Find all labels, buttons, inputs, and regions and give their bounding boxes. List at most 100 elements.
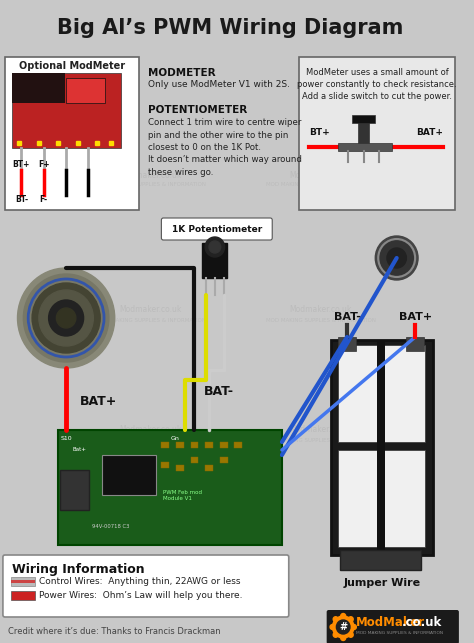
Circle shape — [39, 290, 93, 346]
FancyBboxPatch shape — [176, 442, 184, 448]
Circle shape — [348, 632, 353, 637]
FancyBboxPatch shape — [60, 470, 90, 510]
Circle shape — [380, 241, 413, 275]
Circle shape — [209, 241, 221, 253]
Circle shape — [341, 613, 346, 619]
Text: .co.uk: .co.uk — [401, 615, 442, 628]
FancyBboxPatch shape — [102, 455, 155, 495]
Text: Bat+: Bat+ — [73, 447, 87, 452]
FancyBboxPatch shape — [327, 610, 459, 643]
Text: BAT+: BAT+ — [80, 395, 117, 408]
Text: Modmaker.co.uk: Modmaker.co.uk — [290, 426, 352, 435]
FancyBboxPatch shape — [338, 345, 425, 442]
Text: Gn: Gn — [170, 436, 179, 441]
FancyBboxPatch shape — [220, 442, 228, 448]
Text: Modmaker.co.uk: Modmaker.co.uk — [119, 305, 182, 314]
FancyBboxPatch shape — [352, 115, 375, 123]
Text: Modmaker.co.uk: Modmaker.co.uk — [119, 426, 182, 435]
FancyBboxPatch shape — [58, 430, 282, 545]
Text: BAT+: BAT+ — [416, 128, 443, 137]
Text: MOD MAKING SUPPLIES & INFORMATION: MOD MAKING SUPPLIES & INFORMATION — [96, 318, 206, 323]
Circle shape — [332, 616, 354, 638]
FancyBboxPatch shape — [338, 450, 425, 547]
FancyBboxPatch shape — [234, 442, 242, 448]
Circle shape — [387, 248, 406, 268]
Text: Modmaker.co.uk: Modmaker.co.uk — [119, 170, 182, 179]
Text: BAT-: BAT- — [334, 312, 361, 322]
FancyBboxPatch shape — [176, 465, 184, 471]
Text: 1K Potentiometer: 1K Potentiometer — [172, 224, 262, 233]
Text: S10: S10 — [60, 436, 72, 441]
FancyBboxPatch shape — [161, 218, 272, 240]
FancyBboxPatch shape — [340, 550, 421, 570]
FancyBboxPatch shape — [12, 73, 120, 148]
Text: F+: F+ — [38, 160, 49, 169]
Text: Big Al’s PWM Wiring Diagram: Big Al’s PWM Wiring Diagram — [57, 18, 403, 38]
FancyBboxPatch shape — [66, 78, 105, 103]
FancyBboxPatch shape — [191, 442, 198, 448]
FancyBboxPatch shape — [330, 340, 433, 555]
Text: BAT+: BAT+ — [399, 312, 432, 322]
Text: ModMaker: ModMaker — [356, 615, 425, 628]
Text: BT-: BT- — [15, 195, 28, 204]
FancyBboxPatch shape — [338, 337, 356, 351]
Text: MOD MAKING SUPPLIES & INFORMATION: MOD MAKING SUPPLIES & INFORMATION — [266, 437, 376, 442]
Text: PWM Feb mod
Module V1: PWM Feb mod Module V1 — [164, 490, 202, 501]
Circle shape — [375, 236, 418, 280]
Circle shape — [333, 617, 338, 622]
Circle shape — [205, 237, 225, 257]
Text: Modmaker.co.uk: Modmaker.co.uk — [290, 170, 352, 179]
Circle shape — [330, 624, 335, 629]
FancyBboxPatch shape — [191, 457, 198, 463]
Text: Wiring Information: Wiring Information — [12, 563, 144, 576]
FancyBboxPatch shape — [205, 465, 213, 471]
Text: ModMeter uses a small amount of
power constantly to check resistance.
Add a slid: ModMeter uses a small amount of power co… — [297, 68, 457, 100]
Text: Modmaker.co.uk: Modmaker.co.uk — [290, 305, 352, 314]
Text: BT+: BT+ — [13, 160, 30, 169]
Text: BT+: BT+ — [309, 128, 330, 137]
Text: F-: F- — [40, 195, 48, 204]
FancyBboxPatch shape — [12, 73, 65, 103]
Text: Jumper Wire: Jumper Wire — [344, 578, 420, 588]
FancyBboxPatch shape — [3, 555, 289, 617]
Circle shape — [32, 283, 100, 353]
Text: #: # — [339, 622, 347, 632]
Circle shape — [49, 300, 83, 336]
Text: MOD MAKING SUPPLIES & INFORMATION: MOD MAKING SUPPLIES & INFORMATION — [356, 631, 443, 635]
Circle shape — [18, 268, 115, 368]
Text: 94V-00718 C3: 94V-00718 C3 — [92, 524, 130, 529]
Text: POTENTIOMETER: POTENTIOMETER — [148, 105, 247, 115]
FancyBboxPatch shape — [161, 462, 169, 468]
FancyBboxPatch shape — [11, 591, 35, 600]
Text: MOD MAKING SUPPLIES & INFORMATION: MOD MAKING SUPPLIES & INFORMATION — [96, 437, 206, 442]
Text: MOD MAKING SUPPLIES & INFORMATION: MOD MAKING SUPPLIES & INFORMATION — [96, 183, 206, 188]
Text: MOD MAKING SUPPLIES & INFORMATION: MOD MAKING SUPPLIES & INFORMATION — [266, 318, 376, 323]
Text: MODMETER: MODMETER — [148, 68, 215, 78]
Circle shape — [23, 274, 109, 362]
Circle shape — [56, 308, 76, 328]
Text: Power Wires:  Ohm’s Law will help you there.: Power Wires: Ohm’s Law will help you the… — [39, 592, 242, 601]
FancyBboxPatch shape — [5, 57, 139, 210]
Circle shape — [341, 635, 346, 640]
Circle shape — [337, 620, 350, 634]
Text: MOD MAKING SUPPLIES & INFORMATION: MOD MAKING SUPPLIES & INFORMATION — [266, 183, 376, 188]
Text: Credit where it’s due: Thanks to Francis Drackman: Credit where it’s due: Thanks to Francis… — [8, 628, 220, 637]
FancyBboxPatch shape — [300, 57, 455, 210]
Text: Only use ModMeter V1 with 2S.: Only use ModMeter V1 with 2S. — [148, 80, 290, 89]
Text: Optional ModMeter: Optional ModMeter — [19, 61, 125, 71]
Text: Connect 1 trim wire to centre wiper
pin and the other wire to the pin
closest to: Connect 1 trim wire to centre wiper pin … — [148, 118, 301, 177]
FancyBboxPatch shape — [11, 580, 35, 583]
Text: Control Wires:  Anything thin, 22AWG or less: Control Wires: Anything thin, 22AWG or l… — [39, 577, 240, 586]
FancyBboxPatch shape — [338, 143, 392, 151]
FancyBboxPatch shape — [11, 577, 35, 586]
FancyBboxPatch shape — [202, 243, 227, 278]
Circle shape — [333, 632, 338, 637]
Text: BAT-: BAT- — [204, 385, 234, 398]
Circle shape — [351, 624, 356, 629]
FancyBboxPatch shape — [161, 442, 169, 448]
FancyBboxPatch shape — [406, 337, 424, 351]
Circle shape — [348, 617, 353, 622]
FancyBboxPatch shape — [377, 340, 385, 555]
FancyBboxPatch shape — [358, 118, 369, 143]
FancyBboxPatch shape — [220, 457, 228, 463]
